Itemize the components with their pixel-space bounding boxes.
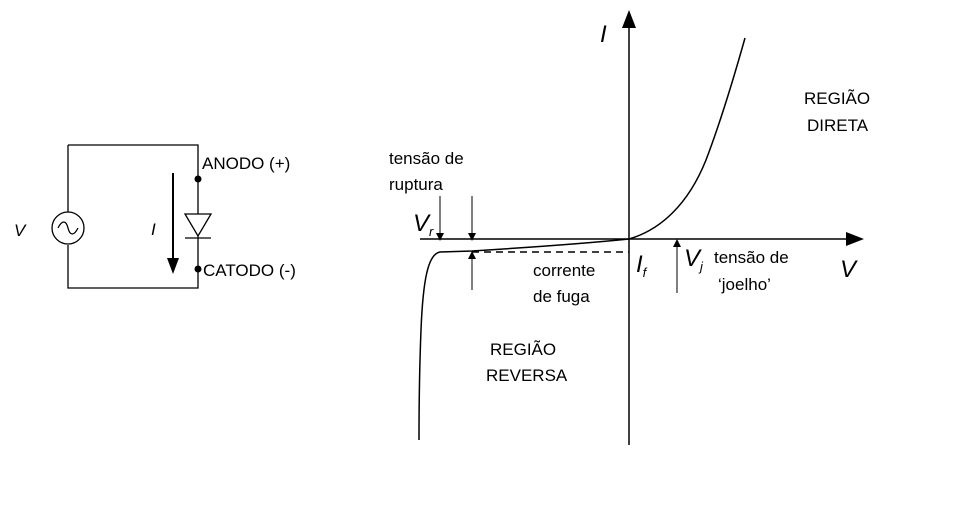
breakdown-voltage-label-2: ruptura (389, 175, 443, 194)
forward-region-label-2: DIRETA (807, 116, 869, 135)
if-label: If (636, 251, 648, 280)
if-symbol: I (636, 251, 643, 278)
leakage-current-label-1: corrente (533, 261, 595, 280)
vj-subscript: j (698, 259, 704, 274)
diode-icon (183, 178, 213, 268)
anode-terminal-dot (194, 175, 202, 183)
reverse-region-label-1: REGIÃO (490, 340, 556, 359)
vj-symbol: V (684, 245, 702, 272)
y-axis-label: I (600, 21, 607, 48)
x-axis (420, 232, 864, 246)
iv-graph: I V REGIÃO DIRETA REGIÃO REVERSA tensão … (389, 10, 870, 445)
cathode-terminal-dot (194, 265, 202, 273)
source-voltage-label: V (14, 221, 27, 240)
ac-source-icon (51, 211, 85, 245)
y-axis (622, 10, 636, 445)
circuit: V ANODO (+) CATODO (-) I (14, 144, 296, 289)
x-axis-label: V (840, 256, 858, 283)
forward-region-label-1: REGIÃO (804, 89, 870, 108)
current-arrow-icon (167, 173, 179, 274)
breakdown-voltage-markers (436, 196, 476, 241)
breakdown-voltage-label-1: tensão de (389, 149, 464, 168)
knee-voltage-label-2: ‘joelho’ (718, 275, 771, 294)
reverse-region-label-2: REVERSA (486, 366, 568, 385)
current-label: I (151, 220, 156, 239)
vj-label: Vj (684, 245, 704, 274)
forward-curve (628, 37, 746, 240)
circuit-wire-loop (67, 144, 199, 289)
leakage-current-label-2: de fuga (533, 287, 590, 306)
vr-subscript: r (429, 224, 434, 239)
vr-symbol: V (413, 210, 431, 237)
vr-label: Vr (413, 210, 434, 239)
knee-voltage-label-1: tensão de (714, 248, 789, 267)
reverse-curve (418, 238, 630, 441)
if-subscript: f (643, 265, 648, 280)
cathode-label: CATODO (-) (203, 261, 296, 280)
anode-label: ANODO (+) (202, 154, 290, 173)
